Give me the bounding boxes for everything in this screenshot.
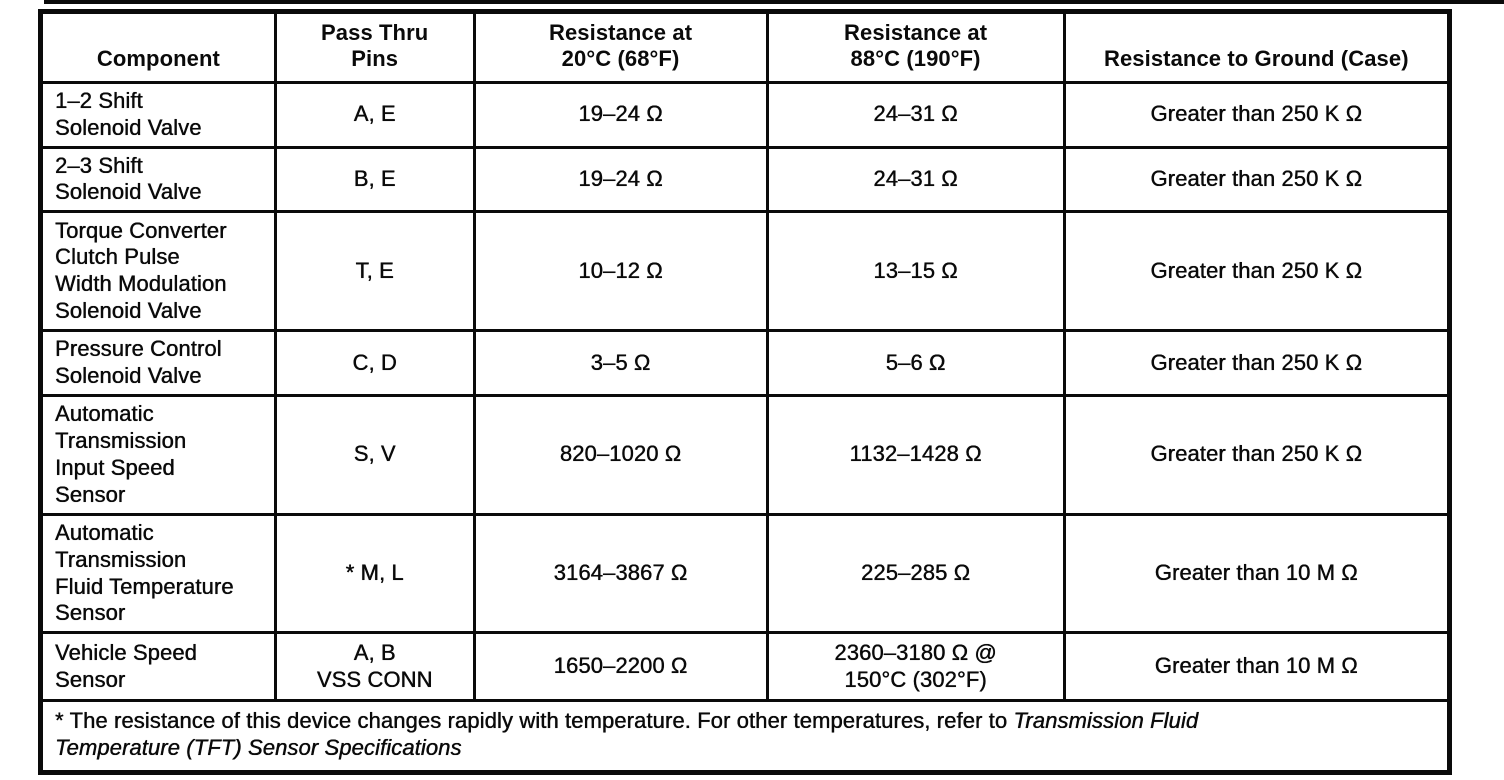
table-row: Automatic Transmission Fluid Temperature… [39, 512, 1452, 635]
cell-resistance-ground: Greater than 10 M Ω [1062, 631, 1452, 703]
cell-component: Torque Converter Clutch Pulse Width Modu… [39, 210, 277, 333]
table-row: Vehicle Speed Sensor A, B VSS CONN 1650–… [39, 631, 1452, 703]
cell-pass-thru-pins: C, D [273, 329, 476, 397]
table-footnote: * The resistance of this device changes … [39, 699, 1451, 774]
cell-resistance-ground: Greater than 250 K Ω [1062, 145, 1452, 214]
cell-component: Automatic Transmission Input Speed Senso… [39, 393, 277, 516]
cell-component: Vehicle Speed Sensor [39, 631, 277, 703]
cell-resistance-88c: 225–285 Ω [765, 512, 1066, 635]
cell-resistance-20c: 820–1020 Ω [472, 393, 769, 516]
table-row: Pressure Control Solenoid Valve C, D 3–5… [39, 329, 1452, 397]
cell-component: 1–2 Shift Solenoid Valve [39, 80, 277, 149]
column-header-resistance-ground: Resistance to Ground (Case) [1062, 10, 1452, 84]
cell-resistance-ground: Greater than 250 K Ω [1062, 210, 1452, 333]
table-row: Automatic Transmission Input Speed Senso… [39, 393, 1452, 516]
cell-resistance-20c: 3–5 Ω [472, 329, 769, 397]
cell-pass-thru-pins: A, E [273, 80, 476, 149]
column-header-component: Component [39, 10, 277, 84]
column-header-resistance-88c: Resistance at 88°C (190°F) [765, 10, 1066, 84]
table-row: 2–3 Shift Solenoid Valve B, E 19–24 Ω 24… [39, 145, 1452, 214]
cell-pass-thru-pins: * M, L [273, 512, 476, 635]
cell-resistance-88c: 1132–1428 Ω [765, 393, 1066, 516]
cell-resistance-20c: 19–24 Ω [472, 80, 769, 149]
cell-pass-thru-pins: S, V [273, 393, 476, 516]
cell-pass-thru-pins: A, B VSS CONN [273, 631, 476, 703]
cell-component: 2–3 Shift Solenoid Valve [39, 145, 277, 214]
cell-resistance-20c: 1650–2200 Ω [472, 631, 769, 703]
cell-component: Automatic Transmission Fluid Temperature… [39, 512, 277, 635]
cell-pass-thru-pins: T, E [273, 210, 476, 333]
cell-resistance-ground: Greater than 250 K Ω [1062, 393, 1452, 516]
cell-resistance-20c: 19–24 Ω [472, 145, 769, 214]
scan-artifact-line [44, 0, 1504, 4]
table-row: Torque Converter Clutch Pulse Width Modu… [39, 210, 1452, 333]
table-footnote-row: * The resistance of this device changes … [39, 699, 1451, 774]
table-row: 1–2 Shift Solenoid Valve A, E 19–24 Ω 24… [39, 80, 1452, 149]
cell-resistance-ground: Greater than 250 K Ω [1062, 80, 1452, 149]
cell-pass-thru-pins: B, E [273, 145, 476, 214]
cell-resistance-88c: 2360–3180 Ω @ 150°C (302°F) [765, 631, 1066, 703]
cell-component: Pressure Control Solenoid Valve [39, 329, 277, 397]
table-header-row: Component Pass Thru Pins Resistance at 2… [39, 10, 1452, 84]
footnote-reference-title: Transmission Fluid Temperature (TFT) Sen… [55, 708, 1199, 761]
cell-resistance-88c: 24–31 Ω [765, 80, 1066, 149]
cell-resistance-20c: 10–12 Ω [472, 210, 769, 333]
footnote-text: * The resistance of this device changes … [55, 708, 1014, 734]
cell-resistance-88c: 13–15 Ω [765, 210, 1066, 333]
column-header-resistance-20c: Resistance at 20°C (68°F) [472, 10, 769, 84]
cell-resistance-88c: 24–31 Ω [765, 145, 1066, 214]
cell-resistance-88c: 5–6 Ω [765, 329, 1066, 397]
cell-resistance-20c: 3164–3867 Ω [472, 512, 769, 635]
column-header-pass-thru-pins: Pass Thru Pins [273, 10, 476, 84]
resistance-spec-table: Component Pass Thru Pins Resistance at 2… [38, 9, 1452, 775]
cell-resistance-ground: Greater than 250 K Ω [1062, 329, 1452, 397]
cell-resistance-ground: Greater than 10 M Ω [1062, 512, 1452, 635]
